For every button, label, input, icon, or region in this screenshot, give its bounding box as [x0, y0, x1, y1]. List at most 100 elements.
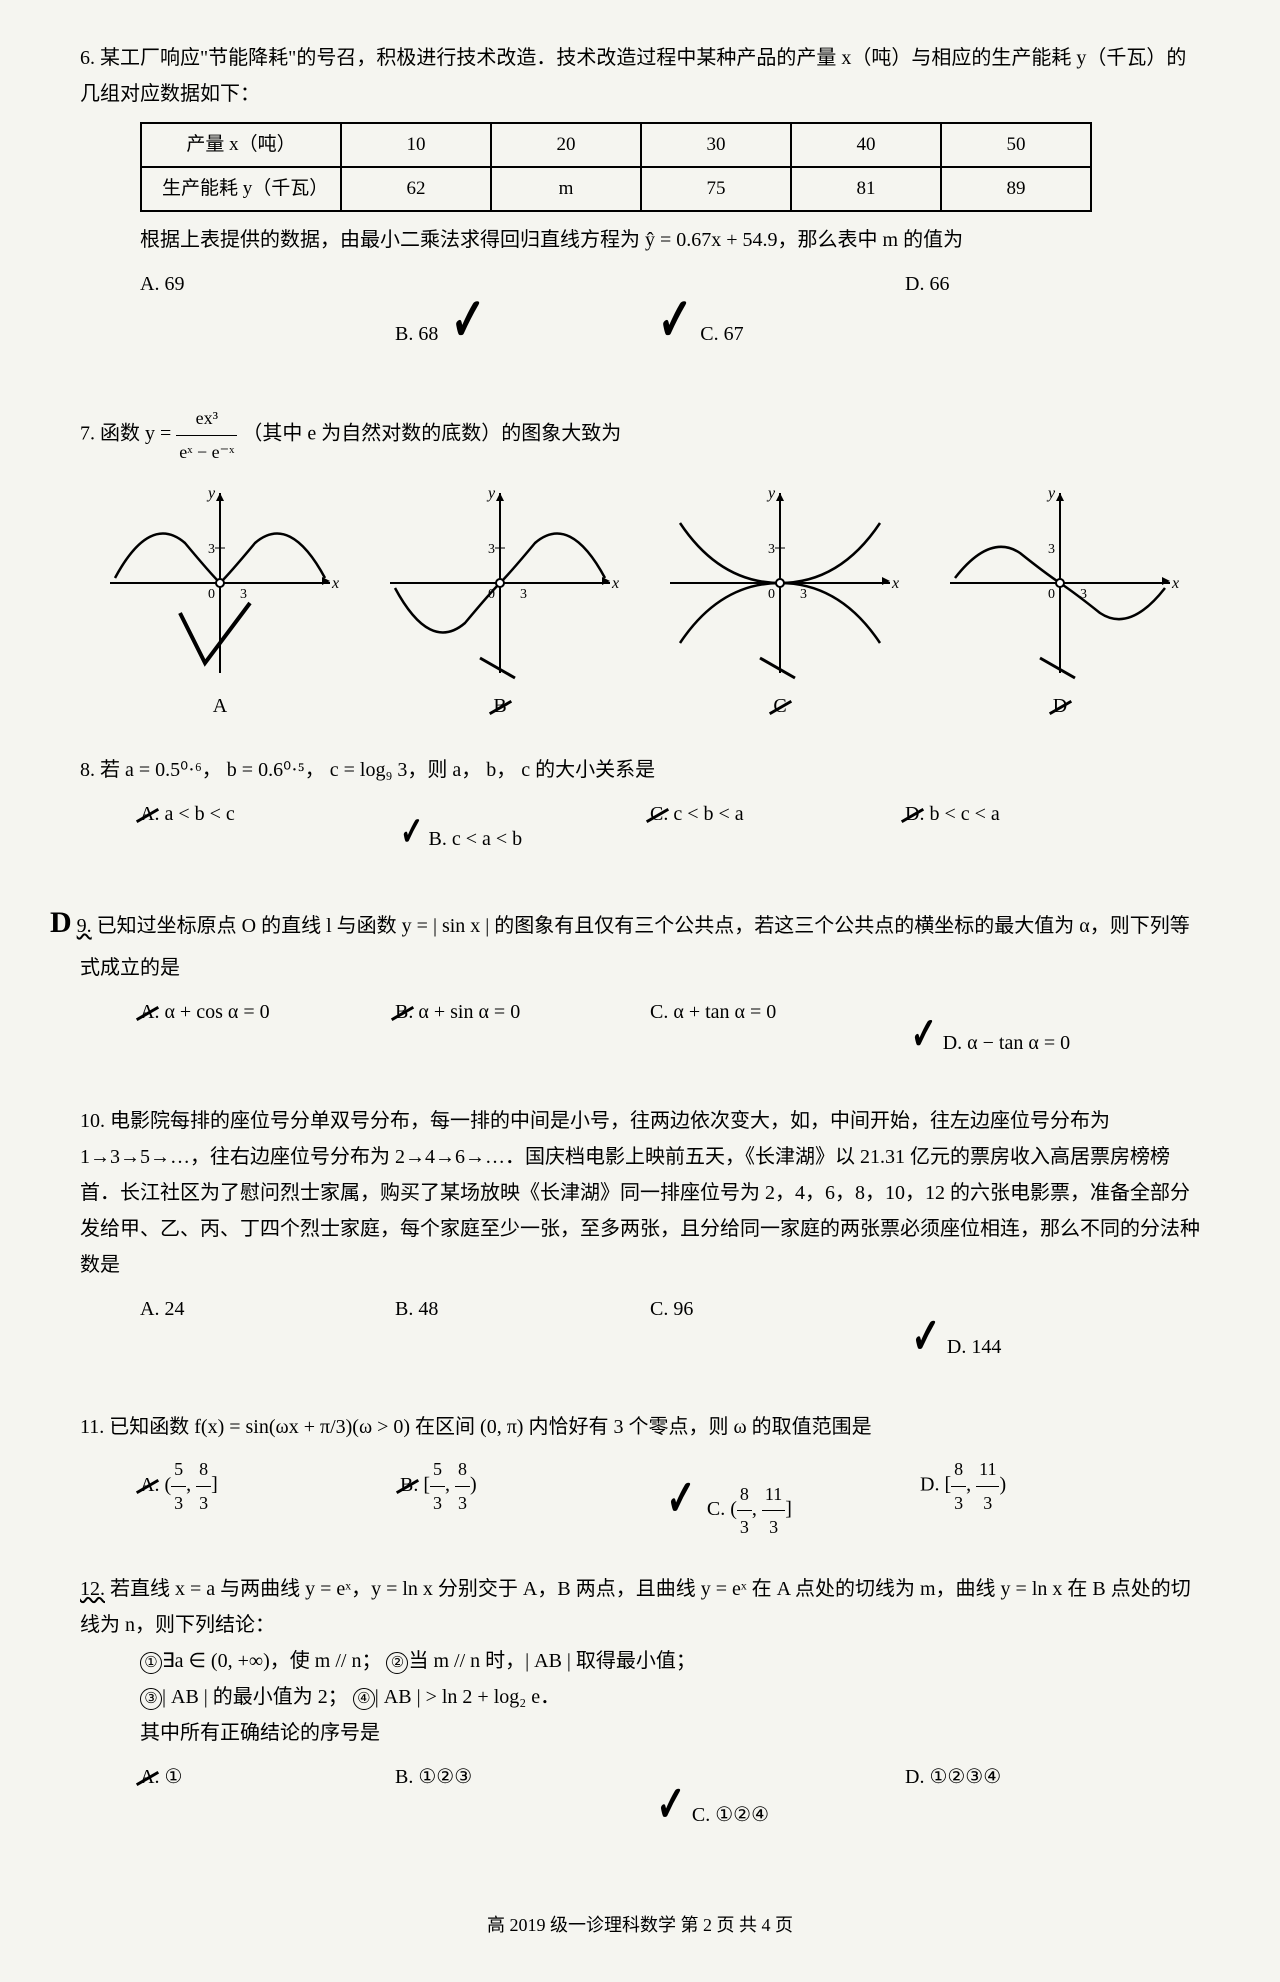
- table-row: 产量 x（吨） 10 20 30 40 50: [141, 123, 1091, 167]
- strike-icon: D: [1053, 688, 1067, 724]
- cell: 30: [641, 123, 791, 167]
- option-c: C. c < b < a: [650, 796, 905, 868]
- page-footer: 高 2019 级一诊理科数学 第 2 页 共 4 页: [80, 1909, 1200, 1941]
- q12-number: 12.: [80, 1578, 105, 1600]
- q12-text2: 其中所有正确结论的序号是: [80, 1715, 1200, 1751]
- stmt-3: | AB | 的最小值为 2；: [162, 1686, 348, 1708]
- chart-b-svg: x y 0 3 3: [380, 483, 620, 683]
- option-a: A. α + cos α = 0: [140, 994, 395, 1075]
- chart-d: x y 0 3 3 D: [940, 483, 1180, 724]
- post: ]: [785, 1498, 792, 1520]
- option-b: B. [53, 83): [400, 1453, 660, 1543]
- option-d: D. 66: [905, 266, 1160, 374]
- svg-text:3: 3: [488, 542, 495, 557]
- svg-text:y: y: [766, 485, 776, 502]
- q12-text: 若直线 x = a 与两曲线 y = eˣ，y = ln x 分别交于 A，B …: [80, 1578, 1191, 1636]
- question-9: D 9. 已知过坐标原点 O 的直线 l 与函数 y = | sin x | 的…: [80, 896, 1200, 1075]
- frac: 113: [762, 1478, 785, 1544]
- q8-options: A. a < b < c ✓B. c < a < b C. c < b < a …: [80, 796, 1200, 868]
- post: ): [470, 1474, 477, 1496]
- chart-d-svg: x y 0 3 3: [940, 483, 1180, 683]
- q10-options: A. 24 B. 48 C. 96 ✓D. 144: [80, 1291, 1200, 1381]
- d: 3: [171, 1487, 186, 1519]
- mid: ,: [445, 1474, 455, 1496]
- label-c-text: C: [773, 695, 786, 717]
- strike-icon: B. α + sin α = 0: [395, 994, 520, 1030]
- chart-a-svg: x y 0 3 3: [100, 483, 340, 683]
- check-icon: ✓: [666, 1453, 695, 1543]
- strike-icon: A. (: [140, 1467, 171, 1503]
- circled-1: ①: [140, 1652, 162, 1674]
- svg-text:3: 3: [240, 587, 247, 602]
- option-d: D. b < c < a: [905, 796, 1160, 868]
- stmt-4: | AB | > ln 2 + log₂ e．: [375, 1686, 560, 1708]
- option-b-text: B. 68: [395, 323, 438, 345]
- option-d-text: D. α − tan α = 0: [943, 1032, 1070, 1054]
- question-6: 6. 某工厂响应"节能降耗"的号召，积极进行技术改造．技术改造过程中某种产品的产…: [80, 40, 1200, 374]
- mid: ,: [186, 1474, 196, 1496]
- margin-d-annotation: D: [50, 906, 72, 939]
- stmt-1: ∃a ∈ (0, +∞)，使 m // n；: [162, 1650, 381, 1672]
- q12-options: A. ① B. ①②③ ✓C. ①②④ D. ①②③④: [80, 1759, 1200, 1849]
- option-c-text: C. c < b < a: [650, 803, 744, 825]
- n: 8: [455, 1453, 470, 1486]
- option-d: D. [83, 113): [920, 1453, 1180, 1543]
- post: ): [999, 1474, 1006, 1496]
- option-a: A. (53, 83]: [140, 1453, 400, 1543]
- pre: A. (: [140, 1474, 171, 1496]
- n: 11: [762, 1478, 785, 1511]
- stmt-2: 当 m // n 时，| AB | 取得最小值；: [408, 1650, 695, 1672]
- option-d: ✓ D. 144: [905, 1291, 1160, 1381]
- cell: 40: [791, 123, 941, 167]
- mid: ,: [966, 1474, 976, 1496]
- option-b: B. ①②③: [395, 1759, 650, 1849]
- strike-icon: A. a < b < c: [140, 796, 235, 832]
- svg-text:x: x: [1171, 575, 1179, 592]
- strike-icon: A. α + cos α = 0: [140, 994, 270, 1030]
- option-d-text: D. 144: [947, 1336, 1001, 1358]
- option-b-text: B. α + sin α = 0: [395, 1001, 520, 1023]
- option-c: C. α + tan α = 0: [650, 994, 905, 1075]
- question-11: 11. 已知函数 f(x) = sin(ωx + π/3)(ω > 0) 在区间…: [80, 1409, 1200, 1543]
- q9-text: 已知过坐标原点 O 的直线 l 与函数 y = | sin x | 的图象有且仅…: [80, 915, 1190, 979]
- check-icon: ✓: [911, 1291, 940, 1381]
- frac: 83: [455, 1453, 470, 1519]
- chart-b-label: B: [380, 688, 620, 724]
- circled-4: ④: [353, 1688, 375, 1710]
- question-12: 12. 若直线 x = a 与两曲线 y = eˣ，y = ln x 分别交于 …: [80, 1571, 1200, 1849]
- q8-number: 8.: [80, 759, 95, 781]
- option-b: B. 48: [395, 1291, 650, 1381]
- d: 3: [976, 1487, 999, 1519]
- q11-number: 11.: [80, 1416, 104, 1438]
- option-a: A. 24: [140, 1291, 395, 1381]
- option-b: B. α + sin α = 0: [395, 994, 650, 1075]
- n: 5: [430, 1453, 445, 1486]
- q7-charts: x y 0 3 3 A x y 0 3 3: [80, 483, 1200, 724]
- mid: ,: [752, 1498, 762, 1520]
- q7-fraction: ex³ eˣ − e⁻ˣ: [176, 402, 237, 468]
- strike-icon: D. b < c < a: [905, 796, 1000, 832]
- check-icon: ✓: [911, 994, 937, 1075]
- pre: C. (: [707, 1498, 737, 1520]
- option-c-text: C. 67: [700, 323, 743, 345]
- svg-text:3: 3: [1048, 542, 1055, 557]
- frac: 83: [951, 1453, 966, 1519]
- chart-d-label: D: [940, 688, 1180, 724]
- frac-num: ex³: [176, 402, 237, 435]
- d: 3: [430, 1487, 445, 1519]
- circled-3: ③: [140, 1688, 162, 1710]
- d: 3: [951, 1487, 966, 1519]
- n: 8: [737, 1478, 752, 1511]
- cell: 62: [341, 167, 491, 211]
- question-8: 8. 若 a = 0.5⁰·⁶， b = 0.6⁰·⁵， c = log₉ 3，…: [80, 752, 1200, 868]
- svg-text:y: y: [206, 485, 216, 502]
- check-icon: ✓: [451, 266, 486, 374]
- q8-text: 若 a = 0.5⁰·⁶， b = 0.6⁰·⁵， c = log₉ 3，则 a…: [100, 759, 655, 781]
- cell: 50: [941, 123, 1091, 167]
- chart-c-svg: x y 0 3 3: [660, 483, 900, 683]
- check-icon: ✓: [400, 796, 423, 868]
- option-a-text: A. ①: [140, 1766, 182, 1788]
- option-d-text: D. b < c < a: [905, 803, 1000, 825]
- option-b-text: B. c < a < b: [429, 828, 523, 850]
- d: 3: [455, 1487, 470, 1519]
